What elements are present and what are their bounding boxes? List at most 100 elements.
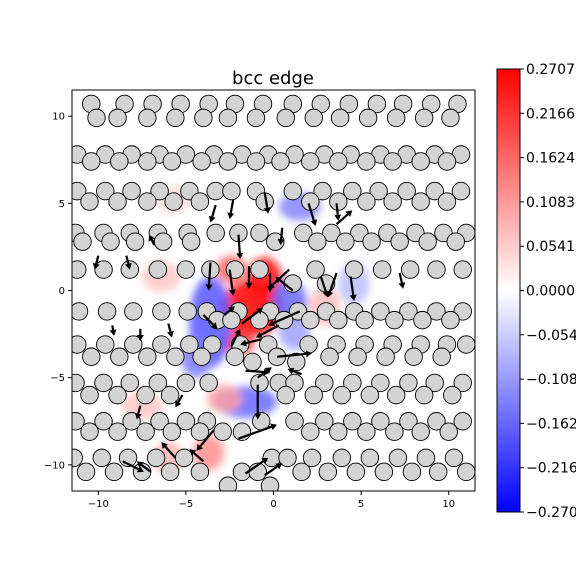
atom: [225, 260, 245, 279]
atom: [125, 232, 145, 251]
atom: [110, 347, 129, 366]
atom: [243, 352, 262, 372]
atom: [138, 108, 157, 128]
atom: [357, 152, 376, 171]
atom: [160, 462, 180, 482]
atom: [437, 152, 457, 171]
atom: [457, 335, 475, 354]
x-tick-label: 10: [442, 499, 455, 510]
displacement-arrow: [189, 449, 205, 463]
atom: [194, 108, 213, 128]
atom: [404, 347, 423, 366]
atom: [386, 385, 406, 405]
colorbar-tick-label: −0.2166: [526, 461, 576, 477]
atom: [96, 335, 115, 354]
displacement-arrow: [240, 338, 262, 347]
colorbar-tick-label: 0.1083: [526, 195, 575, 211]
displacement-arrow: [245, 266, 253, 289]
atom: [192, 347, 211, 366]
atom: [360, 385, 380, 405]
atom: [80, 422, 99, 441]
atom: [343, 373, 362, 393]
x-tick-label: −10: [88, 499, 109, 510]
atom: [160, 385, 180, 405]
x-tick-label: 5: [358, 499, 364, 510]
colorbar-tick-label: 0.0541: [526, 239, 575, 255]
displacement-arrow: [334, 203, 342, 221]
displacement-arrow: [287, 367, 302, 376]
atom: [138, 192, 157, 211]
atom: [176, 260, 196, 279]
atom: [72, 412, 85, 431]
arrow-layer: [92, 192, 406, 477]
atom: [218, 108, 238, 128]
atom: [390, 232, 409, 251]
atom: [444, 448, 464, 468]
atom: [315, 373, 334, 393]
atom: [399, 412, 418, 431]
atom: [451, 181, 471, 201]
atom: [308, 232, 327, 251]
atom: [120, 373, 140, 393]
atom: [108, 385, 127, 405]
atom: [82, 347, 101, 366]
atom: [411, 152, 430, 171]
displacement-arrow: [264, 463, 283, 477]
atom: [246, 108, 266, 128]
atom: [329, 152, 348, 171]
atom: [80, 192, 99, 211]
atom: [138, 347, 157, 366]
atom: [457, 462, 475, 482]
displacement-arrow: [241, 307, 263, 325]
displacement-arrow: [398, 272, 406, 289]
atom: [329, 310, 348, 330]
atom: [150, 181, 169, 201]
atom: [439, 422, 458, 441]
atom: [344, 260, 364, 279]
atom: [222, 181, 241, 201]
atom: [87, 108, 106, 128]
atom: [176, 373, 196, 393]
atom: [336, 232, 355, 251]
colorbar-tick-label: −0.1624: [526, 416, 576, 432]
displacement-arrow: [223, 306, 235, 316]
atom: [358, 108, 378, 128]
y-axis: −10 −5 0 5 10: [44, 112, 72, 471]
atom: [190, 422, 210, 441]
atom: [92, 448, 111, 468]
atom: [150, 412, 169, 431]
atom: [213, 422, 232, 441]
atom: [397, 181, 416, 201]
y-tick-label: −10: [44, 460, 65, 471]
atom: [206, 223, 225, 243]
atom: [250, 223, 269, 243]
atom: [94, 412, 113, 431]
atom: [146, 448, 166, 468]
atom: [124, 302, 143, 321]
atom: [292, 462, 311, 482]
atom: [315, 412, 334, 431]
atom: [357, 192, 376, 211]
atom: [414, 108, 434, 128]
atom: [383, 152, 402, 171]
colorbar-tick-label: 0.0000: [526, 284, 575, 300]
atom: [180, 335, 199, 354]
atom: [72, 260, 87, 279]
atom: [72, 181, 87, 201]
colorbar-ticks: 0.2707 0.2166 0.1624 0.1083 0.0541 0.0000 −0.0…: [520, 62, 576, 521]
atom: [218, 476, 238, 491]
atom: [166, 347, 185, 366]
atom: [427, 260, 446, 279]
atom: [285, 412, 304, 431]
atom: [360, 448, 380, 468]
atom: [441, 108, 460, 128]
atom: [108, 192, 127, 211]
atom: [371, 412, 390, 431]
atom: [255, 192, 274, 211]
atom: [418, 232, 437, 251]
atom: [425, 181, 444, 201]
atom: [332, 385, 352, 405]
displacement-arrow: [255, 324, 280, 338]
atom: [301, 310, 320, 330]
displacement-arrow: [175, 394, 184, 408]
